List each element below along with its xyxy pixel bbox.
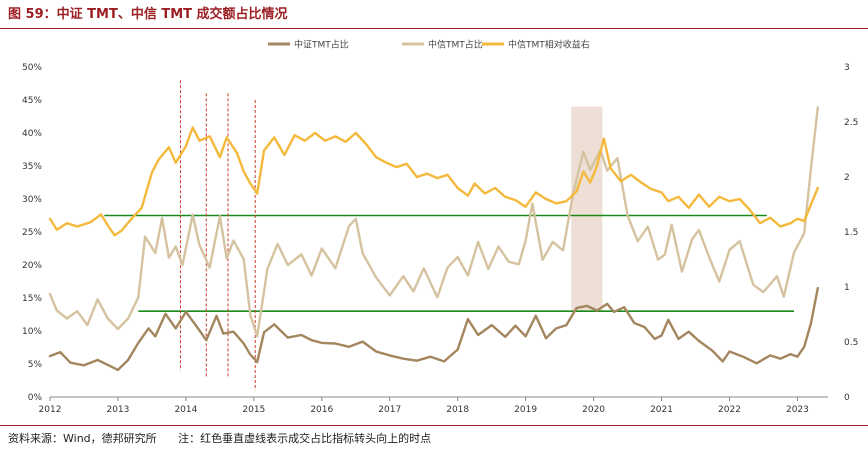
y-right-tick-label-0: 0 — [844, 393, 850, 403]
line-chart: 2012 2013 2014 2015 2016 2017 2018 2019 2020 2021… — [22, 39, 858, 416]
y-left-tick-label-9: 45% — [22, 96, 42, 106]
x-tick-label-2016: 2016 — [310, 405, 333, 415]
figure-title: 图 59：中证 TMT、中信 TMT 成交额占比情况 — [8, 7, 288, 22]
y-right-tick-label-4: 2 — [844, 173, 850, 183]
legend-label-1: 中信TMT占比 — [428, 39, 483, 51]
x-tick-label-2020: 2020 — [582, 405, 605, 415]
y-left-tick-label-2: 10% — [22, 327, 42, 337]
source-text: 资料来源：Wind，德邦研究所 — [8, 432, 157, 445]
series-zhongzheng-tmt-share — [48, 286, 819, 372]
y-right-tick-label-3: 1.5 — [844, 228, 858, 238]
y-right-tick-label-2: 1 — [844, 283, 850, 293]
series-zhongxin-tmt-relative-return — [48, 126, 819, 237]
y-left-tick-label-10: 50% — [22, 63, 42, 73]
y-left-tick-label-0: 0% — [28, 393, 43, 403]
x-tick-label-2017: 2017 — [378, 405, 401, 415]
y-left-tick-label-7: 35% — [22, 162, 42, 172]
legend-label-0: 中证TMT占比 — [294, 39, 349, 51]
x-tick-label-2014: 2014 — [174, 405, 197, 415]
x-tick-label-2022: 2022 — [718, 405, 741, 415]
y-left-tick-label-5: 25% — [22, 228, 42, 238]
source-divider — [0, 425, 868, 426]
y-left-tick-label-8: 40% — [22, 129, 42, 139]
note-text: 注：红色垂直虚线表示成交占比指标转头向上的时点 — [178, 432, 432, 445]
y-right-tick-label-6: 3 — [844, 63, 850, 73]
x-tick-label-2019: 2019 — [514, 405, 537, 415]
x-tick-label-2013: 2013 — [106, 405, 129, 415]
shaded-region-0 — [571, 106, 603, 312]
source-line: 资料来源：Wind，德邦研究所 注：红色垂直虚线表示成交占比指标转头向上的时点 — [8, 430, 449, 446]
x-tick-label-2023: 2023 — [786, 405, 809, 415]
title-divider — [0, 28, 868, 29]
y-right-tick-label-5: 2.5 — [844, 118, 858, 128]
y-left-tick-label-6: 30% — [22, 195, 42, 205]
y-right-tick-label-1: 0.5 — [844, 338, 858, 348]
y-left-tick-label-3: 15% — [22, 294, 42, 304]
y-left-tick-label-1: 5% — [28, 360, 43, 370]
legend-label-2: 中信TMT相对收益右 — [508, 39, 590, 51]
x-tick-label-2021: 2021 — [650, 405, 673, 415]
x-tick-label-2012: 2012 — [39, 405, 62, 415]
x-tick-label-2018: 2018 — [446, 405, 469, 415]
y-left-tick-label-4: 20% — [22, 261, 42, 271]
series-zhongxin-tmt-share — [48, 106, 819, 338]
x-tick-label-2015: 2015 — [242, 405, 265, 415]
